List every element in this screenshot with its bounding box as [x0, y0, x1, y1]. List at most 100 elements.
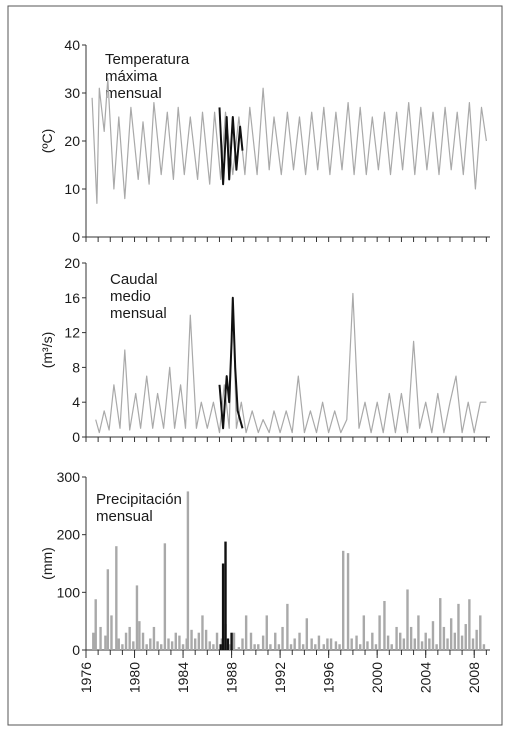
y-tick-label: 4	[72, 394, 80, 410]
bar-main	[194, 638, 196, 650]
x-tick-label: 1984	[175, 662, 191, 693]
bar-main	[323, 644, 325, 650]
series-line-highlight	[220, 298, 243, 429]
y-tick-label: 0	[72, 429, 80, 445]
y-tick-label: 20	[64, 133, 80, 149]
bar-main	[107, 569, 109, 650]
bar-main	[187, 491, 189, 650]
bar-highlight	[230, 633, 232, 650]
bar-main	[266, 615, 268, 650]
bar-main	[167, 638, 169, 650]
bar-main	[326, 638, 328, 650]
x-tick-label: 1976	[78, 662, 94, 693]
bar-main	[395, 627, 397, 650]
panel-title-line: Caudal	[110, 271, 158, 288]
panel-title-line: mensual	[96, 508, 153, 525]
bar-main	[286, 604, 288, 650]
chart-panels: 010203040(ºC)Temperaturamáximamensual048…	[39, 37, 490, 693]
bar-main	[363, 615, 365, 650]
bar-main	[178, 636, 180, 650]
bar-main	[366, 641, 368, 650]
bar-main	[145, 644, 147, 650]
bar-main	[190, 630, 192, 650]
panel-title-line: mensual	[110, 305, 167, 322]
y-tick-label: 16	[64, 290, 80, 306]
bar-main	[479, 615, 481, 650]
bar-main	[293, 638, 295, 650]
bar-main	[375, 644, 377, 650]
bar-main	[461, 636, 463, 650]
y-tick-label: 20	[64, 255, 80, 271]
bar-main	[347, 553, 349, 650]
bar-main	[472, 638, 474, 650]
bar-main	[383, 601, 385, 650]
bar-main	[121, 644, 123, 650]
bar-main	[269, 644, 271, 650]
bar-main	[104, 636, 106, 650]
bar-main	[475, 630, 477, 650]
bar-main	[435, 644, 437, 650]
bar-main	[205, 630, 207, 650]
y-tick-label: 200	[57, 527, 81, 543]
bar-main	[125, 633, 127, 650]
bar-main	[465, 624, 467, 650]
x-tick-label: 2008	[466, 662, 482, 693]
bar-main	[399, 633, 401, 650]
panel-title-line: Temperatura	[105, 51, 190, 68]
bar-main	[403, 638, 405, 650]
bar-main	[257, 644, 259, 650]
panel-title-line: medio	[110, 288, 151, 305]
x-tick-label: 1988	[224, 662, 240, 693]
y-tick-label: 0	[72, 642, 80, 658]
x-tick-label: 2004	[418, 662, 434, 693]
bar-main	[391, 644, 393, 650]
panel-title-line: Precipitación	[96, 491, 182, 508]
bar-main	[468, 599, 470, 650]
bar-main	[318, 636, 320, 650]
bar-main	[387, 636, 389, 650]
bar-main	[424, 633, 426, 650]
bar-main	[149, 638, 151, 650]
x-tick-label: 1992	[272, 662, 288, 693]
bar-main	[417, 615, 419, 650]
bar-main	[182, 644, 184, 650]
bar-main	[201, 615, 203, 650]
bar-main	[115, 546, 117, 650]
bar-main	[138, 621, 140, 650]
bar-main	[359, 644, 361, 650]
bar-main	[153, 627, 155, 650]
bar-main	[414, 638, 416, 650]
bar-highlight	[219, 644, 221, 650]
x-tick-label: 2000	[369, 662, 385, 693]
bar-main	[483, 644, 485, 650]
bar-main	[439, 598, 441, 650]
bar-main	[175, 633, 177, 650]
bar-main	[160, 644, 162, 650]
bar-main	[302, 644, 304, 650]
y-axis-label: (mm)	[39, 547, 55, 580]
bar-main	[432, 621, 434, 650]
bar-main	[238, 647, 240, 650]
bar-main	[233, 633, 235, 650]
y-axis-label: (m³/s)	[39, 332, 55, 369]
bar-main	[450, 618, 452, 650]
bar-main	[171, 641, 173, 650]
bar-main	[378, 615, 380, 650]
bar-main	[250, 633, 252, 650]
bar-main	[128, 627, 130, 650]
x-tick-label: 1996	[321, 662, 337, 693]
panel-title-line: mensual	[105, 85, 162, 102]
bar-main	[454, 633, 456, 650]
y-tick-label: 40	[64, 37, 80, 53]
y-tick-label: 30	[64, 85, 80, 101]
y-tick-label: 0	[72, 229, 80, 245]
bar-main	[110, 615, 112, 650]
bar-main	[209, 641, 211, 650]
y-tick-label: 8	[72, 359, 80, 375]
bar-main	[335, 641, 337, 650]
bar-main	[310, 638, 312, 650]
